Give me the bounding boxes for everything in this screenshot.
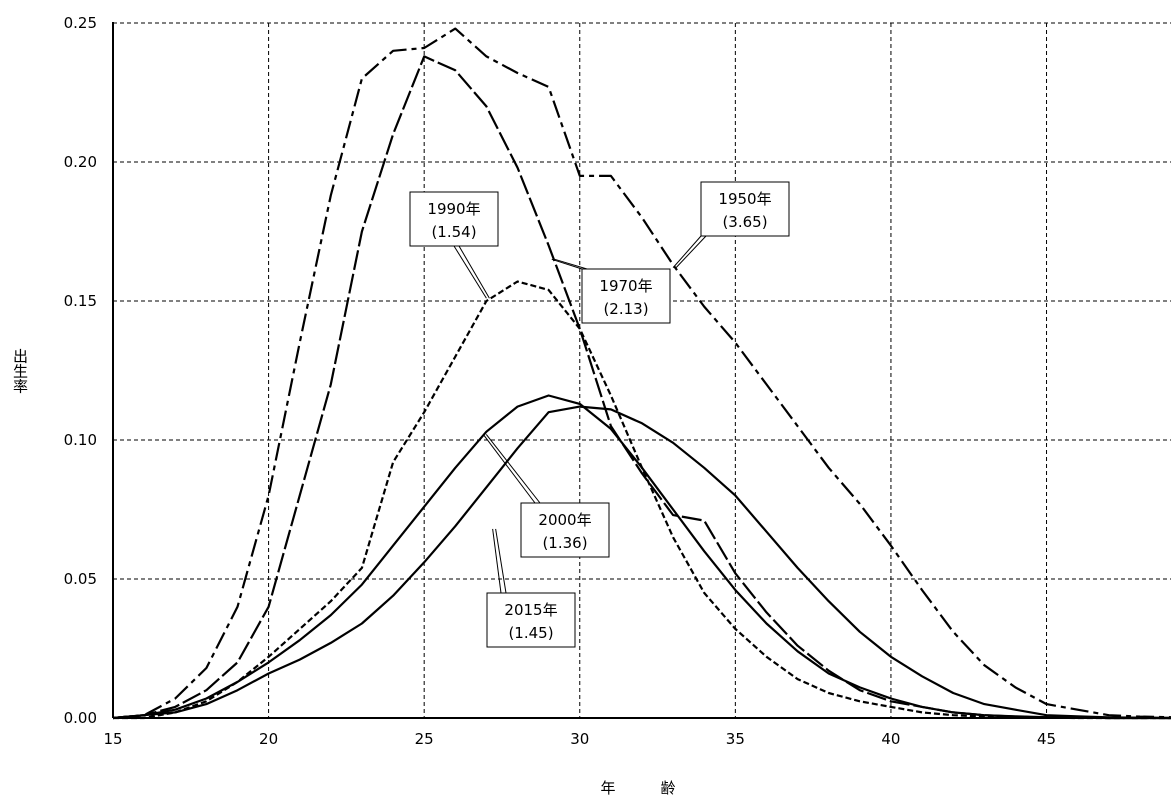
leader-line xyxy=(492,528,502,594)
leader-line xyxy=(554,258,588,270)
y-tick-label: 0.05 xyxy=(64,570,97,588)
series-line-2000年 xyxy=(112,394,1171,720)
annotation-2000年: 2000年 (1.36) xyxy=(482,434,610,558)
tick-labels: 15 20 25 30 35 40 45 0.00 0.05 0.10 0.15 0.20 0.25 xyxy=(64,14,1056,748)
y-tick-label: 0.20 xyxy=(64,153,97,171)
annotation-box xyxy=(700,181,790,237)
x-tick-label: 40 xyxy=(881,730,900,748)
annotation-year: 1970年 xyxy=(599,277,652,295)
y-tick-label: 0.10 xyxy=(64,431,97,449)
leader-line xyxy=(482,434,536,504)
y-axis-title: 出生率 xyxy=(11,349,29,394)
leader-line xyxy=(551,258,583,270)
x-tick-label: 45 xyxy=(1037,730,1056,748)
axes xyxy=(112,22,1171,719)
series-line-1970年 xyxy=(112,55,1171,720)
leader-line xyxy=(675,235,707,268)
series-lines xyxy=(112,27,1171,720)
x-tick-label: 15 xyxy=(103,730,122,748)
x-tick-label: 20 xyxy=(259,730,278,748)
leader-line xyxy=(495,528,507,594)
annotation-year: 1950年 xyxy=(718,190,771,208)
leader-line xyxy=(458,245,490,299)
annotation-tfr: (1.36) xyxy=(542,534,587,552)
annotation-box xyxy=(581,268,671,324)
grid xyxy=(113,22,1171,718)
leader-line xyxy=(453,245,487,299)
annotations: 1950年 (3.65) 1970年 (2.13) 1990年 (1.54) 2000年 (1… xyxy=(409,181,790,648)
annotation-box xyxy=(409,191,499,247)
annotation-tfr: (3.65) xyxy=(722,213,767,231)
leader-line xyxy=(672,235,702,268)
annotation-box xyxy=(486,592,576,648)
annotation-year: 2000年 xyxy=(538,511,591,529)
annotation-tfr: (1.54) xyxy=(431,223,476,241)
series-line-2015年 xyxy=(112,405,1171,720)
annotation-year: 2015年 xyxy=(504,601,557,619)
y-tick-label: 0.00 xyxy=(64,709,97,727)
annotation-2015年: 2015年 (1.45) xyxy=(486,528,576,648)
y-tick-label: 0.15 xyxy=(64,292,97,310)
series-line-1950年 xyxy=(112,27,1171,720)
annotation-tfr: (1.45) xyxy=(508,624,553,642)
annotation-1970年: 1970年 (2.13) xyxy=(551,258,671,324)
leader-line xyxy=(485,434,541,504)
x-tick-label: 30 xyxy=(570,730,589,748)
x-axis-title: 年 齢 xyxy=(600,779,675,797)
annotation-box xyxy=(520,502,610,558)
annotation-1950年: 1950年 (3.65) xyxy=(672,181,790,268)
x-tick-label: 25 xyxy=(415,730,434,748)
series-line-1990年 xyxy=(113,280,1171,720)
y-tick-label: 0.25 xyxy=(64,14,97,32)
annotation-year: 1990年 xyxy=(427,200,480,218)
annotation-tfr: (2.13) xyxy=(603,300,648,318)
annotation-1990年: 1990年 (1.54) xyxy=(409,191,499,299)
x-tick-label: 35 xyxy=(726,730,745,748)
